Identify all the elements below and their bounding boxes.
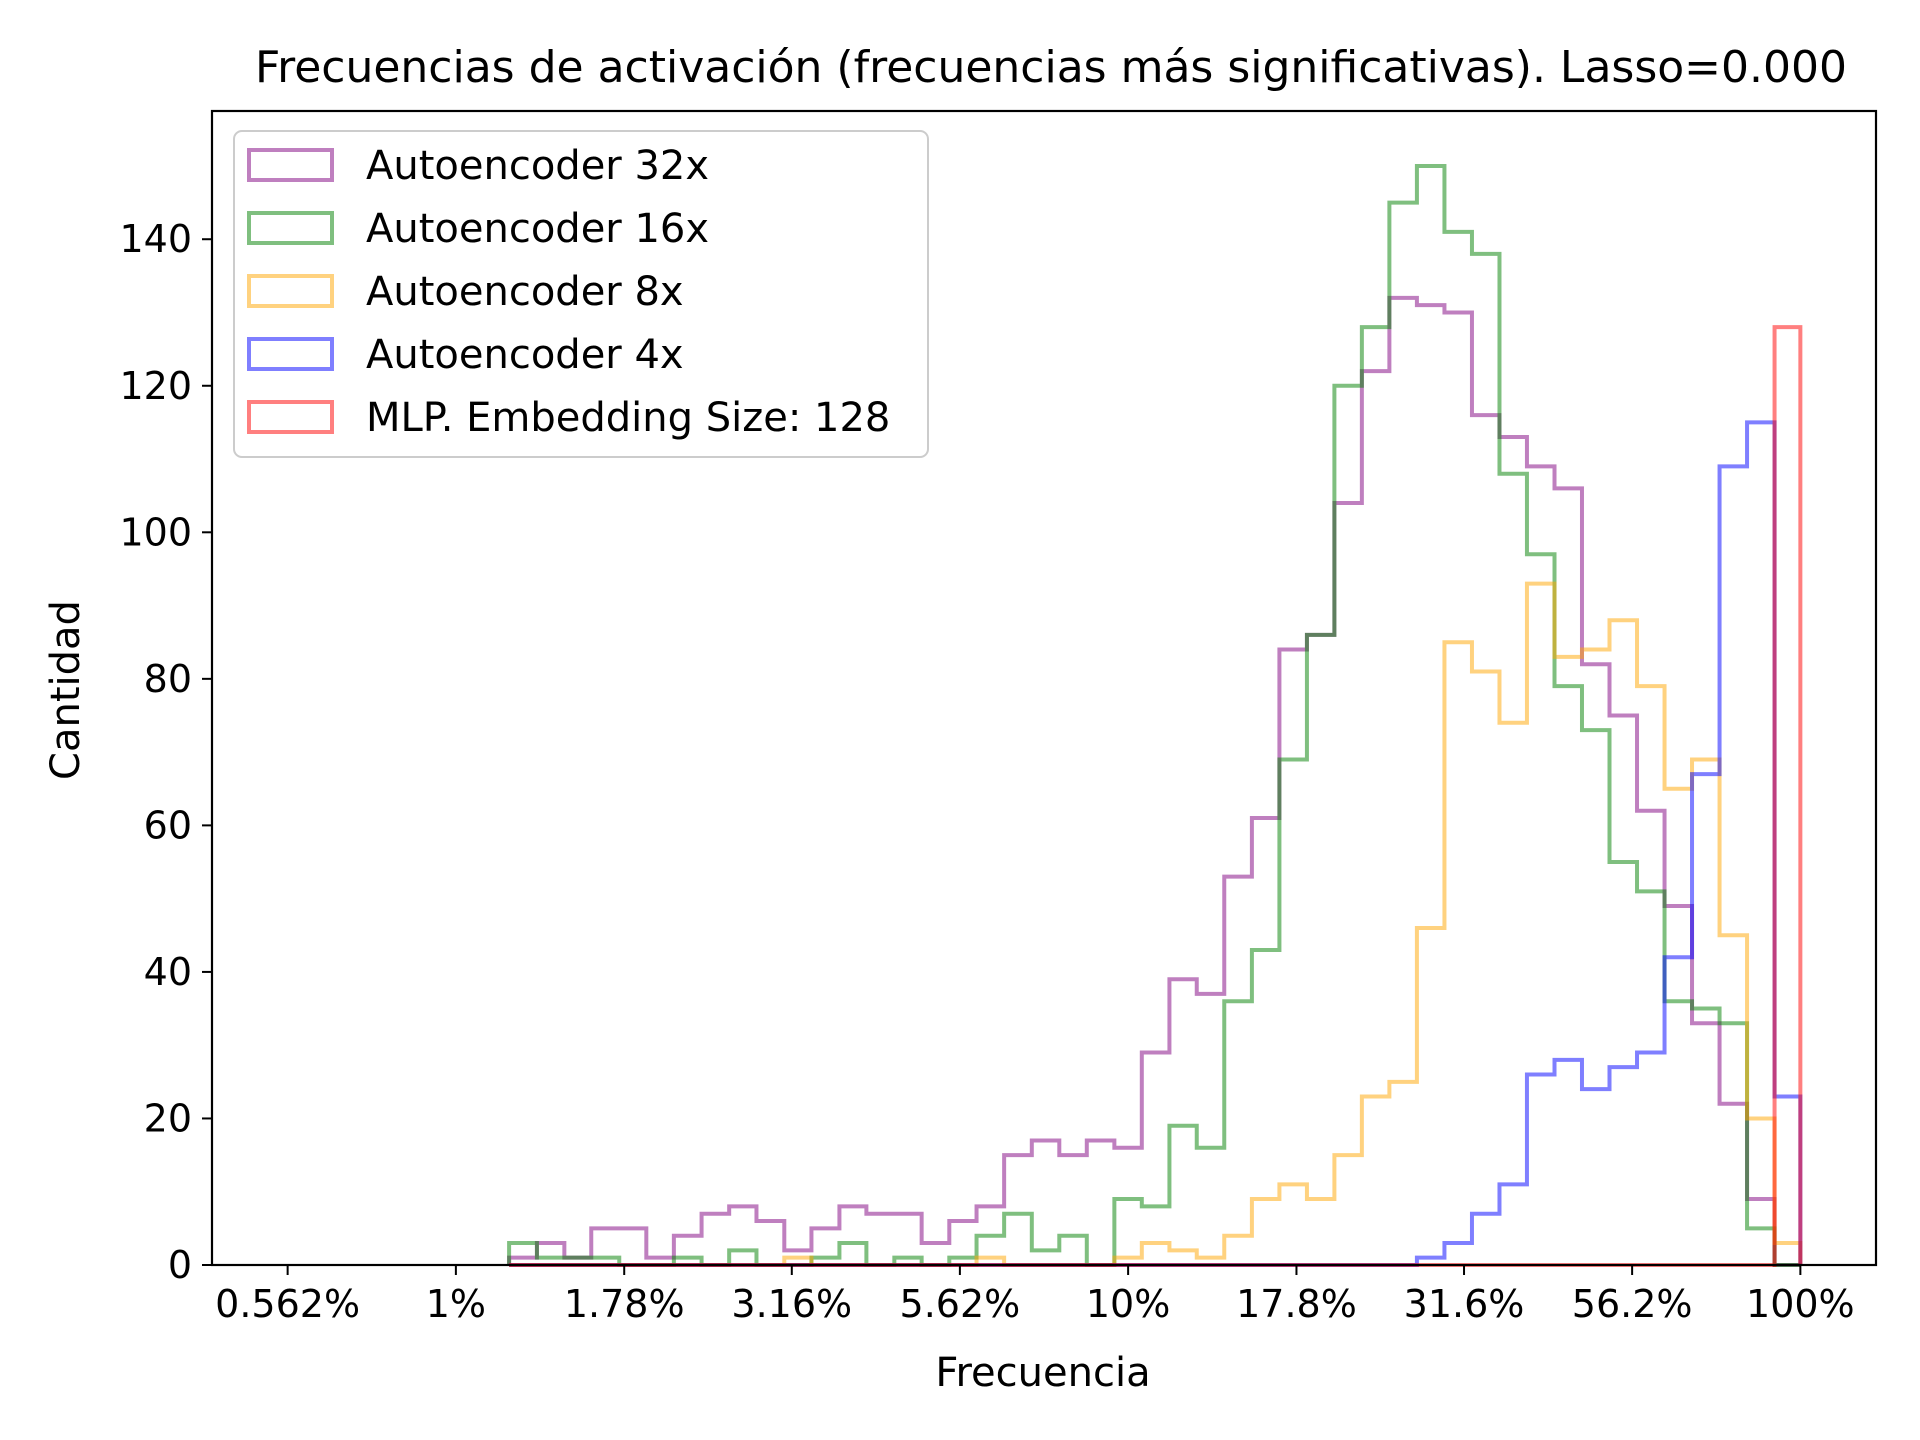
y-tick-label: 140 [119, 217, 192, 261]
x-tick-label: 5.62% [900, 1282, 1021, 1326]
chart-title: Frecuencias de activación (frecuencias m… [255, 42, 1847, 93]
y-axis-ticks: 0 20 40 60 80 100 120 140 [119, 217, 212, 1287]
x-tick-label: 1.78% [564, 1282, 685, 1326]
x-tick-label: 56.2% [1572, 1282, 1693, 1326]
legend-swatch-autoencoder-16x [247, 211, 334, 245]
legend-label-autoencoder-16x: Autoencoder 16x [366, 206, 709, 252]
y-tick-label: 80 [144, 657, 192, 701]
series-autoencoder-16x [507, 163, 1801, 1267]
legend-label-autoencoder-4x: Autoencoder 4x [366, 332, 684, 378]
legend-swatch-autoencoder-32x [247, 148, 334, 182]
legend-swatch-mlp-embedding-size-128 [247, 400, 334, 434]
plot-frame [210, 109, 1878, 1267]
y-axis-label: Cantidad [43, 600, 89, 780]
series-autoencoder-32x [507, 295, 1801, 1267]
legend-label-autoencoder-32x: Autoencoder 32x [366, 143, 709, 189]
x-tick-label: 1% [426, 1282, 486, 1326]
x-axis-label: Frecuencia [935, 1350, 1150, 1396]
x-tick-label: 17.8% [1236, 1282, 1357, 1326]
histogram-step-autoencoder-32x [507, 295, 1801, 1267]
legend-label-mlp-embedding-size-128: MLP. Embedding Size: 128 [366, 395, 890, 441]
histogram-step-autoencoder-16x [507, 163, 1801, 1267]
legend-swatch-autoencoder-4x [247, 337, 334, 371]
legend: Autoencoder 32x Autoencoder 16x Autoencode… [233, 130, 929, 458]
y-tick-label: 100 [119, 510, 192, 554]
x-tick-label: 3.16% [731, 1282, 852, 1326]
y-tick-label: 0 [168, 1243, 192, 1287]
y-tick-label: 120 [119, 364, 192, 408]
legend-label-autoencoder-8x: Autoencoder 8x [366, 269, 684, 315]
y-tick-label: 40 [144, 950, 192, 994]
x-tick-label: 0.562% [215, 1282, 360, 1326]
y-tick-label: 60 [144, 803, 192, 847]
x-tick-label: 100% [1746, 1282, 1855, 1326]
x-axis-ticks: 0.562% 1% 1.78% 3.16% 5.62% 10% 17.8% 31.6% 56.2… [215, 1265, 1855, 1326]
y-tick-label: 20 [144, 1096, 192, 1140]
legend-frame [233, 130, 929, 458]
x-tick-label: 10% [1086, 1282, 1170, 1326]
x-tick-label: 31.6% [1404, 1282, 1525, 1326]
legend-swatch-autoencoder-8x [247, 274, 334, 308]
